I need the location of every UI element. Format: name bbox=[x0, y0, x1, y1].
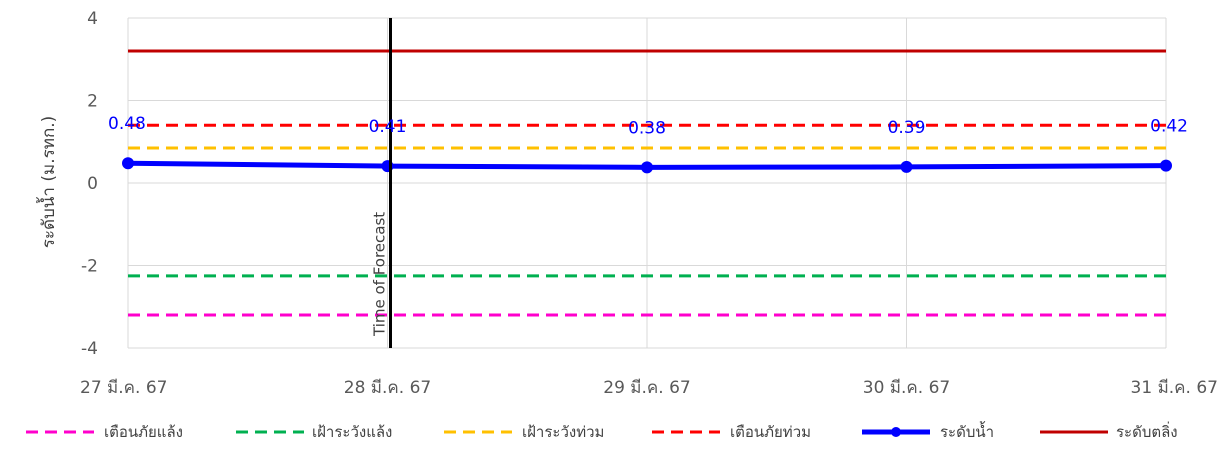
data-labels: 0.48 0.41 0.38 0.39 0.42 bbox=[108, 114, 1188, 138]
data-label-2: 0.38 bbox=[628, 118, 666, 138]
x-tick-label-3: 30 มี.ค. 67 bbox=[863, 378, 950, 398]
series-group bbox=[122, 49, 1172, 317]
series-4-point-0 bbox=[122, 157, 134, 170]
x-tick-label-0: 27 มี.ค. 67 bbox=[80, 378, 167, 398]
forecast-group: Time of Forecast bbox=[371, 18, 392, 348]
x-tick-label-2: 29 มี.ค. 67 bbox=[603, 378, 690, 398]
y-tick-label-3: -2 bbox=[81, 257, 98, 277]
x-tick-label-1: 28 มี.ค. 67 bbox=[344, 378, 431, 398]
y-tick-label-4: -4 bbox=[81, 339, 98, 359]
y-tick-label-0: 4 bbox=[87, 9, 98, 29]
legend-label-1: เฝ้าระวังแล้ง bbox=[312, 423, 392, 441]
forecast-label: Time of Forecast bbox=[371, 212, 389, 337]
series-4-point-2 bbox=[641, 161, 653, 174]
y-tick-labels: 4 2 0 -2 -4 bbox=[81, 9, 98, 359]
data-label-0: 0.48 bbox=[108, 114, 146, 134]
legend-label-5: ระดับตลิ่ง bbox=[1116, 421, 1178, 441]
series-4-point-4 bbox=[1160, 159, 1172, 172]
legend-label-2: เฝ้าระวังท่วม bbox=[522, 423, 604, 441]
grid bbox=[127, 17, 1167, 349]
legend-label-4: ระดับน้ำ bbox=[940, 421, 994, 441]
y-tick-label-1: 2 bbox=[87, 92, 98, 112]
y-tick-label-2: 0 bbox=[87, 174, 98, 194]
data-label-4: 0.42 bbox=[1150, 117, 1188, 137]
data-label-1: 0.41 bbox=[369, 117, 407, 137]
data-label-3: 0.39 bbox=[888, 118, 926, 138]
legend-label-3: เตือนภัยท่วม bbox=[730, 423, 811, 441]
legend-marker-4 bbox=[891, 427, 901, 437]
x-tick-labels: 27 มี.ค. 67 28 มี.ค. 67 29 มี.ค. 67 30 มี.ค… bbox=[80, 378, 1218, 398]
series-4-point-3 bbox=[900, 160, 913, 173]
y-axis-title: ระดับน้ำ (ม.รทก.) bbox=[36, 116, 59, 249]
legend-label-0: เตือนภัยแล้ง bbox=[104, 423, 183, 441]
x-tick-label-4: 31 มี.ค. 67 bbox=[1131, 378, 1218, 398]
legend: เตือนภัยแล้ง เฝ้าระวังแล้ง เฝ้าระวังท่วม เต… bbox=[26, 421, 1178, 441]
